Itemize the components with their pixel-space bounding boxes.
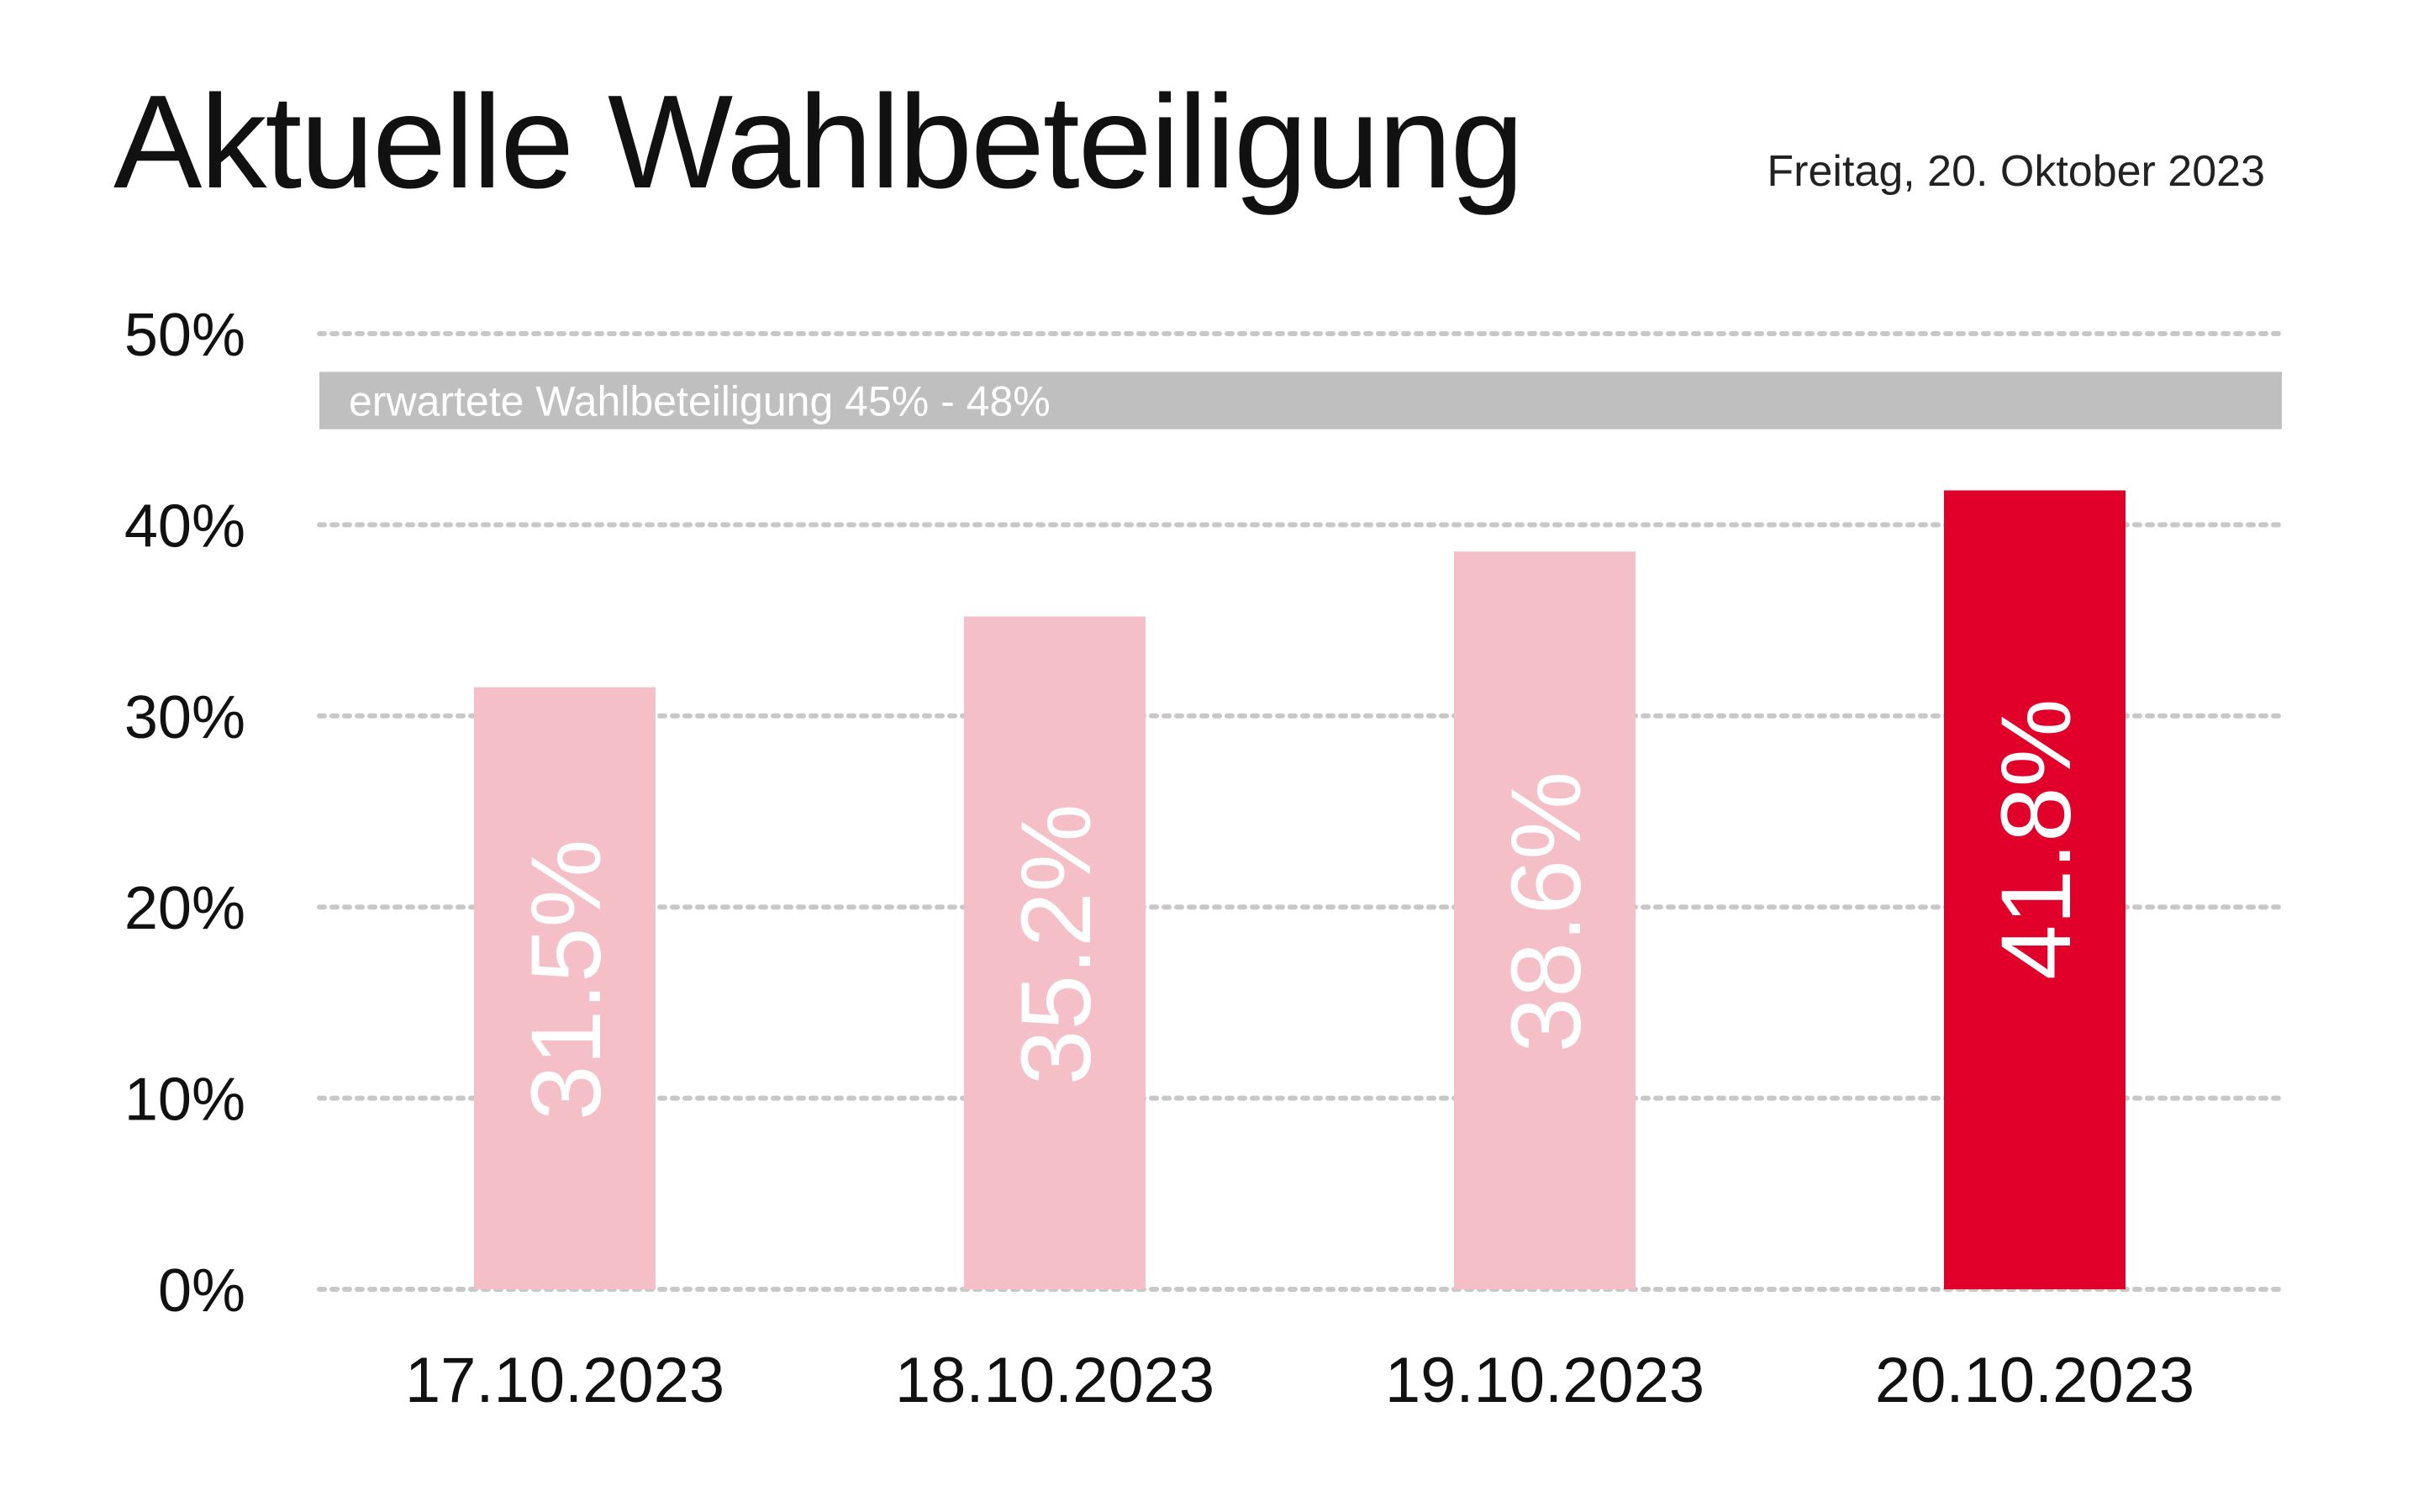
bar-value-label: 31.5% [511,840,622,1121]
y-tick-label: 30% [124,684,245,751]
bar-20.10.2023 [1944,490,2126,1289]
y-axis-ticks: 0% 10% 20% 30% 40% 50% [124,302,245,1325]
x-axis-ticks: 17.10.2023 18.10.2023 19.10.2023 20.10.2023 [405,1345,2194,1416]
bar-value-label: 41.8% [1981,698,2092,980]
x-tick-label: 19.10.2023 [1385,1345,1704,1416]
y-tick-label: 10% [124,1067,245,1134]
bar-value-label: 38.6% [1491,772,1602,1053]
y-tick-label: 40% [124,493,245,560]
expected-turnout-band-rect [319,371,2282,429]
y-tick-label: 20% [124,875,245,942]
bars: 31.5% 35.2% 38.6% 41.8% [474,490,2126,1289]
bar-19.10.2023 [1454,551,1636,1289]
expected-turnout-band: erwartete Wahlbeteiligung 45% - 48% [319,371,2282,429]
bar-17.10.2023 [474,687,656,1289]
expected-turnout-band-label: erwartete Wahlbeteiligung 45% - 48% [349,378,1051,425]
x-tick-label: 18.10.2023 [895,1345,1214,1416]
x-tick-label: 17.10.2023 [405,1345,724,1416]
x-tick-label: 20.10.2023 [1875,1345,2194,1416]
y-tick-label: 50% [124,302,245,369]
y-tick-label: 0% [158,1257,245,1325]
bar-18.10.2023 [964,616,1146,1289]
bar-value-label: 35.2% [1001,803,1112,1085]
chart-date: Freitag, 20. Oktober 2023 [1767,147,2265,196]
chart-title: Aktuelle Wahlbeteiligung [113,68,1524,216]
